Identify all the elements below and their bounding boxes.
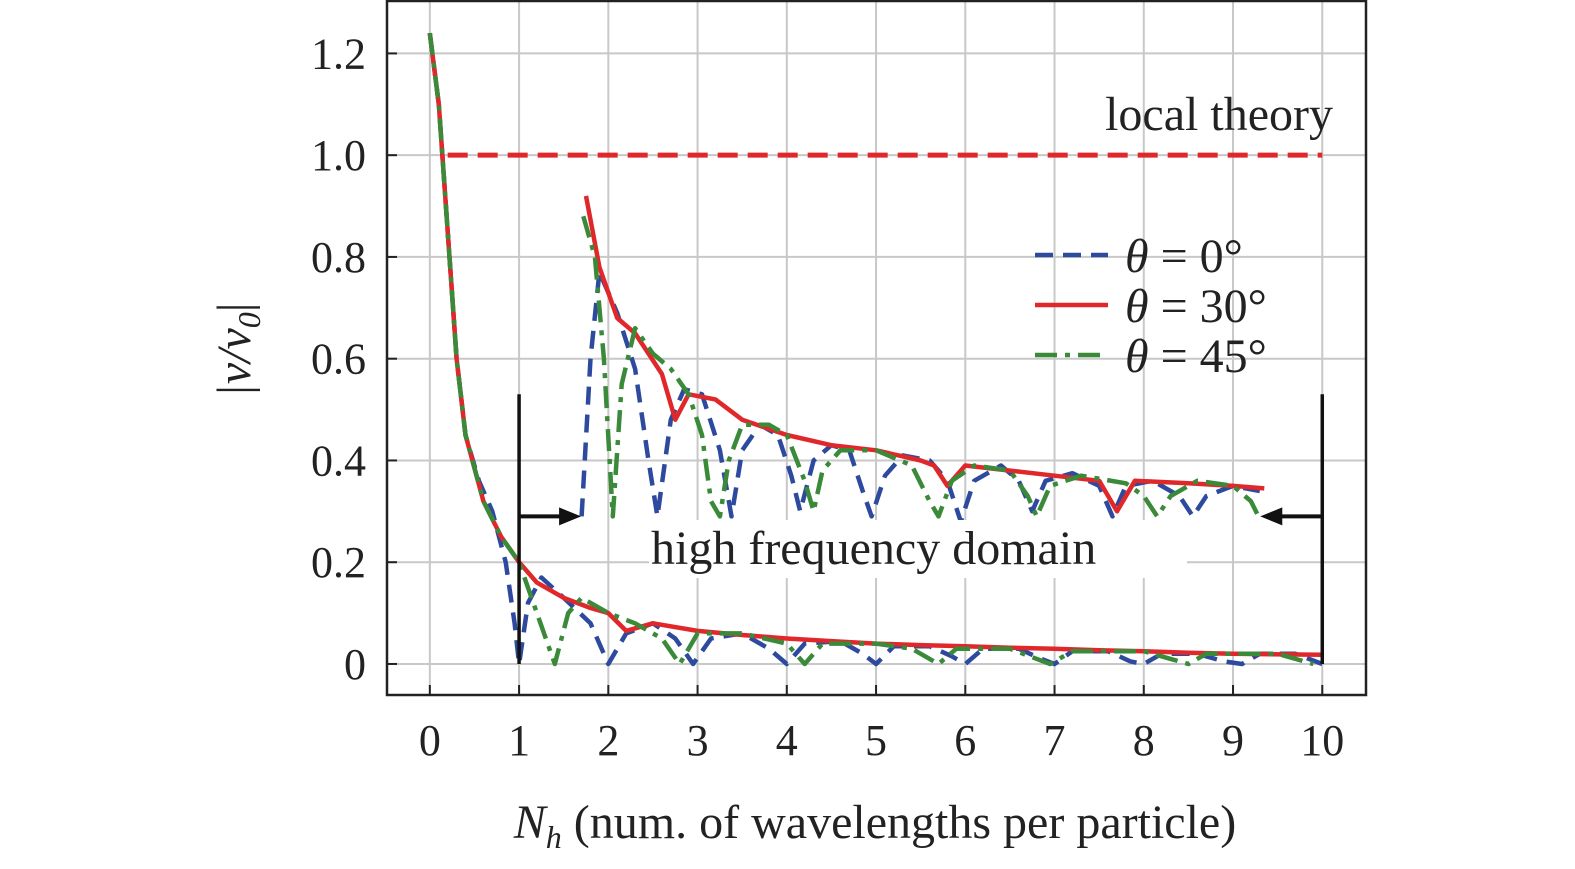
y-tick-label: 0.2 (311, 538, 366, 587)
x-tick-label: 5 (865, 716, 887, 765)
series-line-2 (427, 32, 1314, 667)
x-tick-label: 3 (687, 716, 709, 765)
x-tick-label: 10 (1300, 716, 1344, 765)
y-tick-label: 0.6 (311, 335, 366, 384)
series-line-0 (579, 269, 1261, 524)
y-tick-label: 0.8 (311, 233, 366, 282)
x-tick-label: 6 (954, 716, 976, 765)
y-tick-label: 1.2 (311, 29, 366, 78)
y-axis-label: |v/v0| (208, 303, 267, 398)
high-frequency-bracket (517, 394, 1325, 664)
y-tick-label: 0 (344, 640, 366, 689)
x-tick-label: 8 (1133, 716, 1155, 765)
y-axis-subscript: 0 (231, 312, 267, 328)
x-axis-symbol: N (513, 796, 549, 849)
series-lines (427, 32, 1324, 667)
legend: θ = 0°θ = 30°θ = 45° (1035, 230, 1267, 383)
annotation-background (649, 520, 1187, 578)
x-tick-label: 2 (597, 716, 619, 765)
y-axis-text: |v/v (208, 328, 261, 398)
legend-label-0: θ = 0° (1125, 230, 1243, 283)
x-tick-label: 7 (1044, 716, 1066, 765)
tick-labels: 0 1 2 3 4 5 6 7 8 9 10 0 0.2 0.4 0.6 0.8 1.0 1.2 (311, 29, 1344, 765)
series-line-2 (581, 215, 1262, 521)
legend-label-2: θ = 45° (1125, 330, 1267, 383)
legend-label-1: θ = 30° (1125, 280, 1267, 333)
x-axis-label: Nh (num. of wavelengths per particle) (513, 796, 1236, 855)
y-tick-label: 1.0 (311, 131, 366, 180)
y-tick-label: 0.4 (311, 436, 366, 485)
x-tick-label: 1 (508, 716, 530, 765)
y-axis-bar: | (208, 303, 261, 313)
local-theory-label: local theory (1105, 88, 1333, 141)
x-axis-text: (num. of wavelengths per particle) (562, 796, 1236, 849)
x-tick-label: 0 (419, 716, 441, 765)
x-tick-label: 9 (1222, 716, 1244, 765)
left-arrow-head (1260, 507, 1283, 526)
high-frequency-label: high frequency domain (651, 522, 1096, 575)
x-axis-subscript: h (546, 819, 562, 855)
series-line-0 (427, 32, 1324, 667)
x-tick-label: 4 (776, 716, 798, 765)
right-arrow-head (559, 507, 582, 526)
